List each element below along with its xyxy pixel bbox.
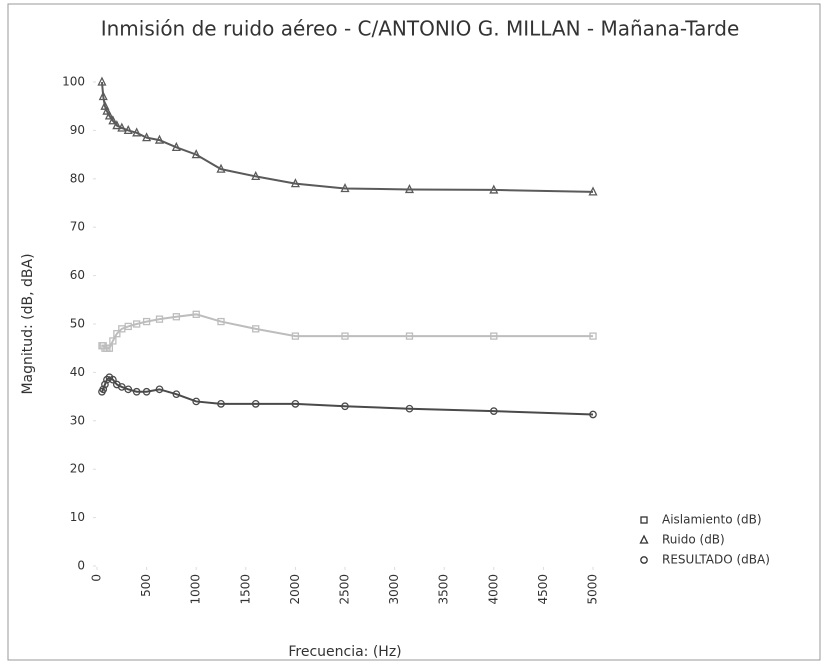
- x-tick-label: 1000: [189, 574, 203, 605]
- x-axis-label: Frecuencia: (Hz): [288, 644, 401, 660]
- x-tick-label: 2000: [288, 574, 302, 605]
- marker: [192, 397, 201, 406]
- y-tick-label: 100: [62, 75, 85, 89]
- marker: [155, 315, 164, 323]
- marker: [191, 149, 201, 159]
- marker: [251, 400, 260, 408]
- marker: [405, 332, 414, 340]
- marker: [105, 344, 114, 352]
- marker: [490, 332, 498, 340]
- marker: [123, 124, 133, 135]
- x-tick-label: 4000: [486, 574, 500, 605]
- y-tick-label: 60: [70, 268, 85, 282]
- legend-label: Ruido (dB): [662, 533, 725, 547]
- marker: [489, 407, 498, 415]
- marker: [291, 332, 300, 340]
- marker: [101, 380, 109, 389]
- marker: [489, 184, 499, 194]
- marker: [172, 313, 181, 321]
- legend-marker: [639, 534, 649, 544]
- y-tick-label: 10: [70, 510, 85, 524]
- marker: [99, 385, 108, 394]
- marker: [290, 178, 300, 188]
- marker: [142, 387, 151, 396]
- x-tick-label: 5000: [586, 574, 600, 605]
- marker: [340, 183, 350, 193]
- marker: [117, 383, 126, 391]
- marker: [124, 322, 132, 331]
- y-tick-label: 0: [77, 559, 85, 573]
- marker: [98, 91, 108, 101]
- marker: [172, 390, 181, 399]
- marker: [154, 134, 165, 144]
- y-tick-label: 20: [70, 462, 85, 476]
- marker: [109, 375, 117, 384]
- marker: [100, 100, 110, 110]
- marker: [171, 141, 181, 151]
- marker: [589, 332, 597, 340]
- marker: [216, 163, 226, 173]
- marker: [341, 332, 349, 340]
- marker: [132, 387, 141, 396]
- marker: [341, 402, 349, 411]
- marker: [251, 170, 261, 181]
- legend-label: Aislamiento (dB): [662, 513, 762, 527]
- marker: [404, 183, 415, 194]
- marker: [124, 385, 133, 394]
- x-tick-label: 3000: [387, 574, 401, 605]
- marker: [117, 122, 127, 132]
- x-tick-label: 500: [139, 574, 153, 597]
- series-line: [100, 81, 594, 193]
- marker: [113, 330, 121, 338]
- marker: [97, 76, 107, 86]
- y-tick-label: 80: [70, 171, 85, 185]
- marker: [142, 132, 152, 142]
- y-tick-label: 90: [70, 123, 85, 137]
- marker: [405, 404, 414, 413]
- marker: [109, 337, 117, 345]
- marker: [217, 400, 225, 408]
- marker: [291, 400, 300, 408]
- x-tick-label: 4500: [536, 574, 550, 605]
- legend-marker: [640, 556, 648, 564]
- marker: [589, 410, 597, 419]
- legend-marker: [640, 516, 648, 524]
- x-tick-label: 2500: [338, 574, 352, 605]
- marker: [252, 325, 260, 333]
- marker: [155, 385, 164, 394]
- marker: [108, 115, 118, 125]
- marker: [104, 110, 114, 120]
- y-tick-label: 50: [70, 317, 85, 331]
- y-tick-label: 40: [70, 365, 85, 379]
- marker: [588, 186, 598, 196]
- x-tick-label: 1500: [238, 574, 252, 605]
- x-tick-label: 0: [90, 574, 104, 582]
- y-axis-label: Magnitud: (dB, dBA): [20, 253, 36, 394]
- marker: [133, 320, 141, 328]
- y-tick-label: 30: [70, 413, 85, 427]
- marker: [217, 317, 225, 326]
- marker: [142, 317, 151, 326]
- marker: [192, 310, 200, 318]
- legend-label: RESULTADO (dBA): [662, 553, 770, 567]
- marker: [112, 120, 122, 130]
- x-tick-label: 3500: [437, 574, 451, 605]
- frame: [7, 3, 821, 661]
- series-line: [101, 375, 594, 416]
- chart-title: Inmisión de ruido aéreo - C/ANTONIO G. M…: [101, 17, 740, 41]
- marker: [102, 105, 112, 115]
- marker: [132, 127, 142, 137]
- y-tick-label: 70: [70, 220, 85, 234]
